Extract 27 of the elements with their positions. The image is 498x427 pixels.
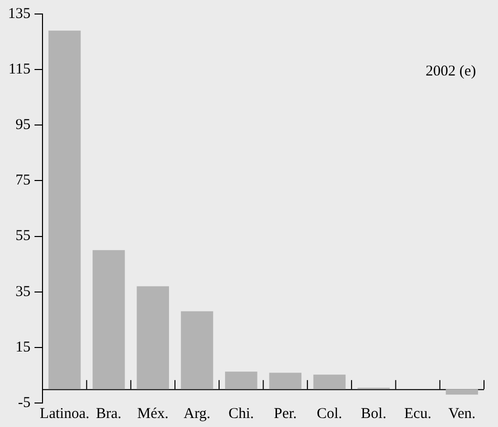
bar: [92, 250, 125, 390]
bar: [225, 372, 258, 390]
x-tick-label: Ecu.: [404, 406, 432, 422]
x-tick-label: Bol.: [360, 406, 386, 422]
y-tick-label: 95: [16, 117, 30, 134]
bar: [136, 286, 169, 390]
y-tick-label: -5: [18, 394, 30, 411]
x-tick-label: Méx.: [137, 406, 168, 422]
y-tick-label: 135: [8, 6, 30, 22]
x-tick-label: Col.: [316, 406, 342, 422]
y-tick-label: 75: [16, 172, 30, 189]
y-tick-label: 55: [16, 228, 30, 244]
x-tick-label: Per.: [274, 406, 297, 422]
annotation: 2002 (e): [426, 63, 476, 80]
bar: [48, 30, 81, 390]
x-tick-label: Latinoa.: [40, 406, 90, 422]
x-tick-label: Ven.: [448, 406, 476, 422]
y-tick-label: 15: [16, 339, 30, 356]
x-tick-label: Bra.: [96, 406, 122, 422]
y-tick-label: 115: [8, 62, 30, 78]
bar: [446, 389, 478, 395]
bar: [313, 374, 346, 390]
bar: [269, 372, 302, 390]
bar: [180, 311, 214, 390]
x-tick-label: Chi.: [228, 406, 254, 422]
x-tick-label: Arg.: [184, 406, 210, 422]
y-tick-label: 35: [16, 284, 30, 300]
